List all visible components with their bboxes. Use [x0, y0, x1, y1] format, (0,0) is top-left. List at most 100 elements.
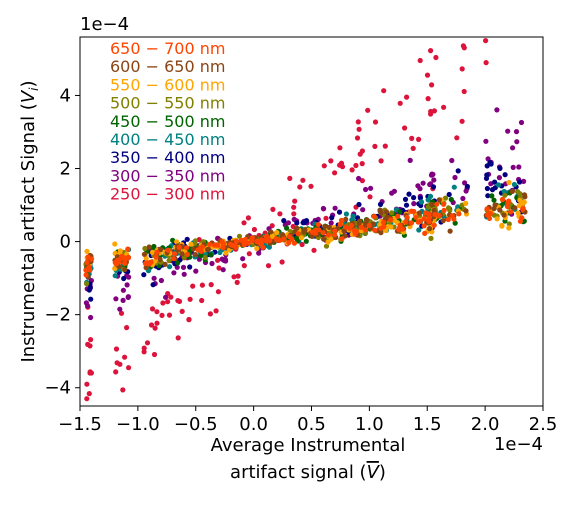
data-point: [86, 287, 92, 293]
data-point: [441, 104, 447, 110]
data-point: [488, 161, 494, 167]
x-tick-label: 1.5: [413, 414, 442, 435]
x-axis-offset-label: 1e−4: [494, 434, 543, 455]
data-point: [151, 351, 158, 358]
data-point: [448, 196, 454, 203]
data-point: [328, 158, 334, 164]
data-point: [159, 312, 165, 318]
data-point: [181, 271, 187, 277]
data-point: [491, 197, 497, 203]
data-point: [449, 157, 455, 164]
data-point: [417, 195, 423, 201]
data-point: [416, 210, 422, 216]
data-point: [240, 256, 246, 262]
data-point: [216, 265, 222, 271]
data-point: [291, 204, 297, 210]
x-axis-label-line1: Average Instrumental: [211, 435, 406, 456]
data-point: [427, 214, 433, 220]
data-point: [464, 183, 470, 190]
y-axis-ticks: −4 −2 0 2 4: [44, 85, 80, 399]
data-point: [451, 184, 457, 190]
y-tick-label: −4: [44, 378, 71, 399]
data-point: [508, 209, 514, 215]
data-point: [298, 235, 304, 241]
data-point: [356, 201, 362, 208]
legend-entry: 250 − 300 nm: [110, 185, 225, 204]
data-point: [223, 250, 229, 256]
data-point: [320, 230, 326, 236]
data-point: [326, 224, 332, 231]
data-point: [246, 251, 252, 257]
data-point: [295, 231, 301, 237]
data-point: [309, 229, 315, 235]
data-point: [84, 281, 90, 287]
data-point: [341, 228, 347, 234]
data-point: [84, 248, 90, 254]
x-tick-label: −0.5: [174, 414, 218, 435]
data-point: [83, 272, 89, 278]
data-point: [463, 208, 469, 214]
data-point: [429, 82, 435, 88]
data-point: [484, 206, 490, 212]
y-axis-offset-label: 1e−4: [80, 14, 129, 35]
data-point: [299, 241, 305, 248]
data-point: [230, 242, 236, 248]
data-point: [372, 119, 379, 125]
legend-entry: 350 − 400 nm: [110, 148, 225, 167]
data-point: [372, 227, 378, 233]
data-point: [406, 191, 412, 197]
data-point: [117, 306, 123, 312]
data-point: [365, 107, 371, 113]
x-axis-label-close: ): [379, 462, 386, 483]
data-point: [460, 195, 466, 202]
data-point: [146, 244, 152, 250]
data-point: [270, 206, 276, 212]
data-point: [294, 220, 300, 226]
data-point: [325, 232, 331, 238]
data-point: [122, 354, 128, 360]
data-point: [356, 126, 362, 132]
data-point: [417, 57, 423, 64]
data-point: [151, 275, 157, 281]
data-point: [436, 212, 442, 219]
data-point: [175, 260, 181, 266]
data-point: [378, 158, 384, 164]
y-tick-label: −2: [44, 305, 71, 326]
data-point: [322, 223, 328, 229]
data-point: [359, 178, 365, 184]
data-point: [235, 273, 241, 279]
data-point: [163, 294, 169, 300]
data-point: [204, 247, 210, 253]
data-point: [124, 325, 130, 331]
data-point: [463, 200, 469, 206]
data-point: [171, 251, 178, 257]
data-point: [452, 220, 458, 226]
data-point: [381, 88, 387, 94]
data-point: [284, 225, 290, 231]
data-point: [117, 248, 123, 254]
data-point: [411, 195, 417, 201]
data-point: [149, 306, 156, 312]
data-point: [208, 282, 214, 288]
data-point: [388, 217, 394, 223]
x-tick-label: 0.0: [239, 414, 268, 435]
data-point: [429, 171, 435, 177]
data-point: [377, 207, 383, 213]
data-point: [269, 233, 275, 239]
data-point: [337, 145, 343, 151]
data-point: [125, 246, 131, 252]
data-point: [208, 252, 214, 258]
data-point: [362, 227, 368, 233]
data-point: [315, 221, 321, 228]
data-point: [446, 191, 452, 198]
data-point: [195, 247, 201, 253]
data-point: [514, 139, 520, 145]
data-point: [339, 218, 345, 224]
data-point: [292, 198, 298, 204]
data-point: [126, 365, 132, 371]
data-point: [234, 279, 240, 285]
data-point: [122, 260, 128, 266]
data-point: [300, 177, 306, 183]
data-point: [245, 215, 251, 221]
